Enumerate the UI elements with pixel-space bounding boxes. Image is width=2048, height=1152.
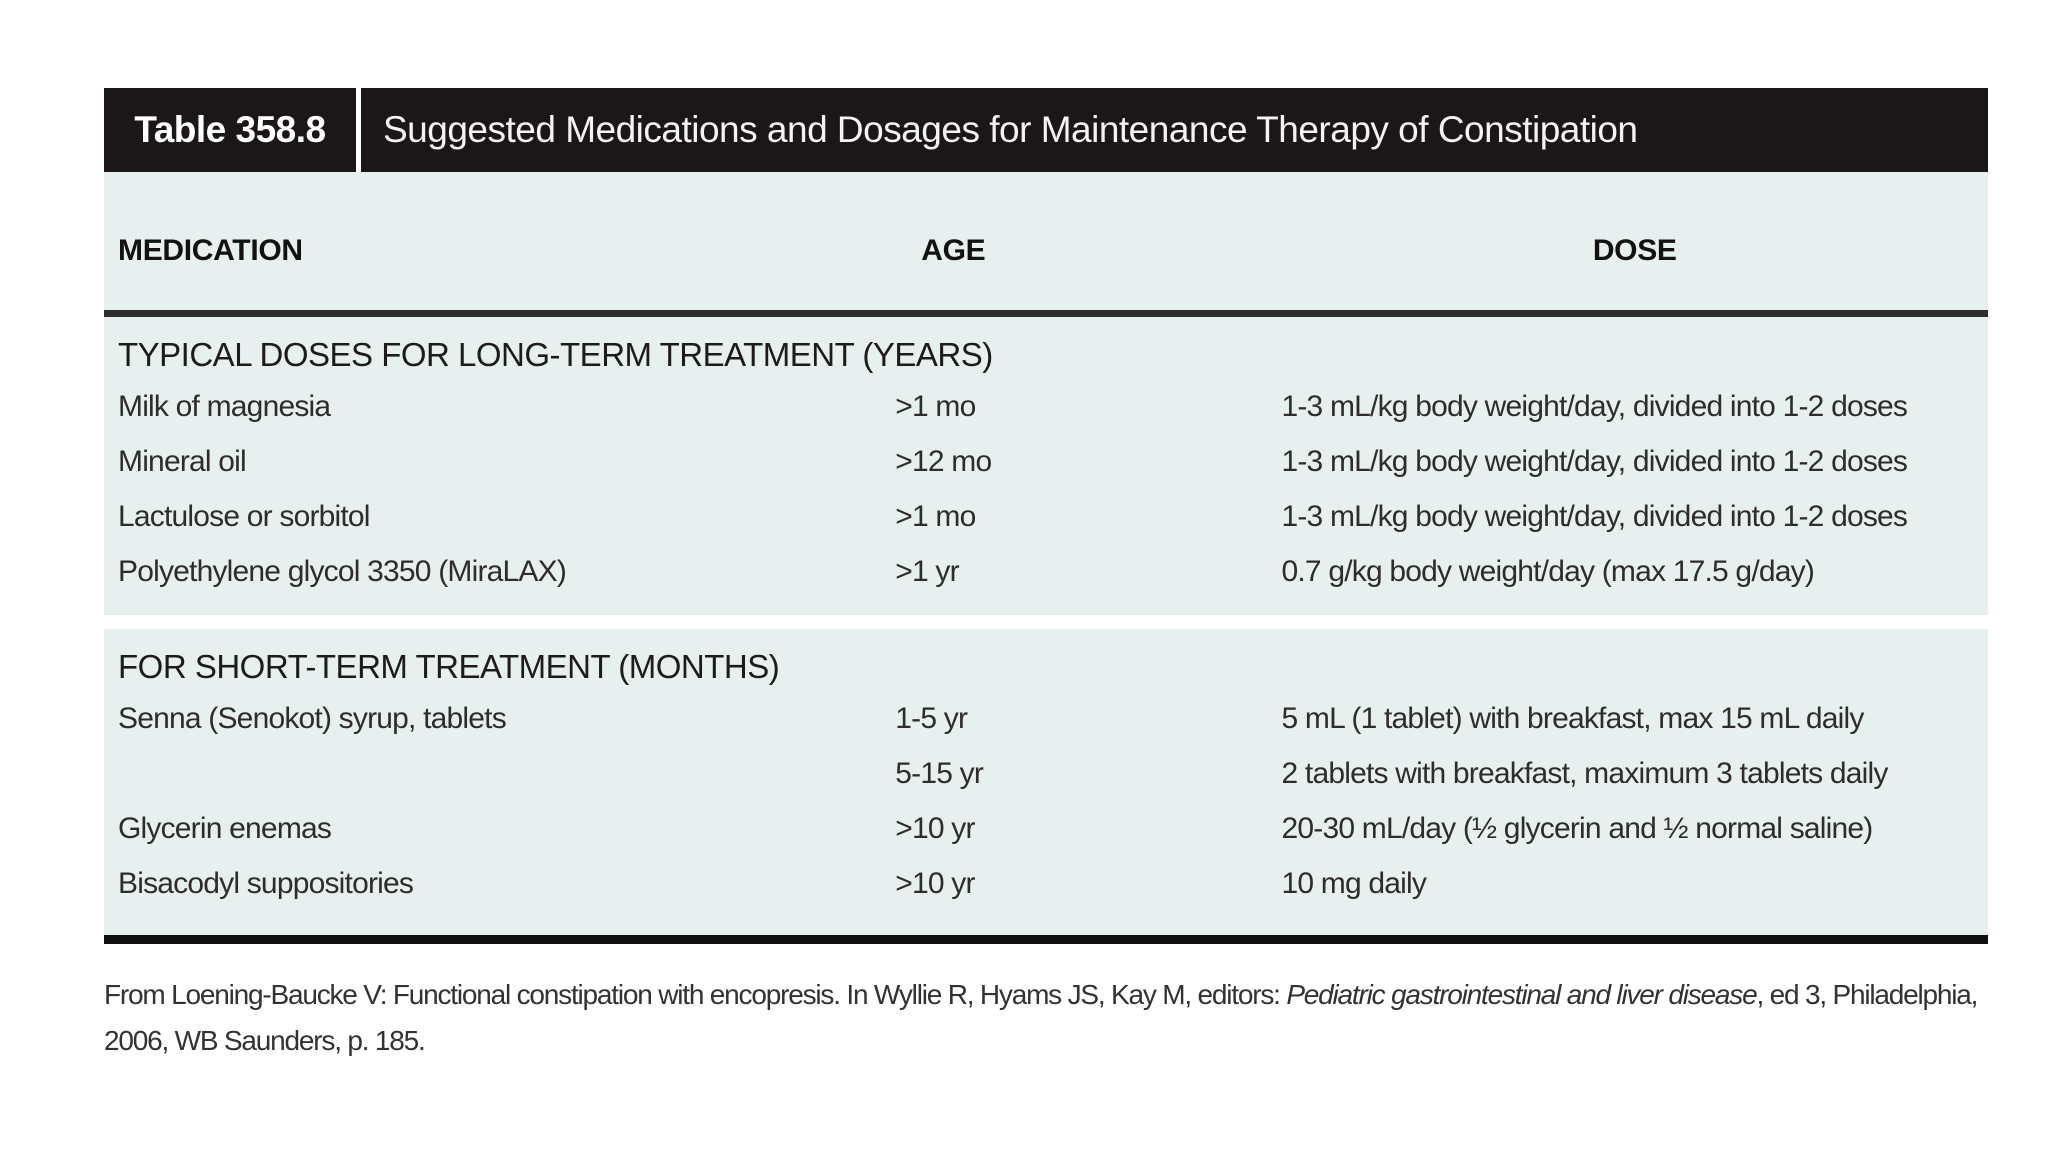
cell-dose: 1-3 mL/kg body weight/day, divided into … bbox=[1281, 445, 1908, 478]
table-row: Milk of magnesia >1 mo 1-3 mL/kg body weig… bbox=[104, 379, 1988, 434]
cell-dose: 0.7 g/kg body weight/day (max 17.5 g/day… bbox=[1281, 555, 1815, 588]
cell-medication: Lactulose or sorbitol bbox=[118, 500, 370, 533]
table-title: Suggested Medications and Dosages for Ma… bbox=[361, 88, 1988, 172]
table-section: FOR SHORT-TERM TREATMENT (MONTHS) Senna (… bbox=[104, 629, 1988, 935]
footer-citation: From Loening-Baucke V: Functional consti… bbox=[104, 972, 2034, 1064]
cell-medication: Mineral oil bbox=[118, 445, 247, 478]
cell-dose: 5 mL (1 tablet) with breakfast, max 15 m… bbox=[1281, 702, 1864, 735]
table-row: 5-15 yr 2 tablets with breakfast, maximum… bbox=[104, 746, 1988, 801]
column-header-dose: DOSE bbox=[1592, 234, 1677, 267]
medication-table: Table 358.8 Suggested Medications and Do… bbox=[104, 88, 1988, 944]
cell-age: 5-15 yr bbox=[895, 757, 984, 790]
cell-age: >12 mo bbox=[895, 445, 992, 478]
cell-age: >1 mo bbox=[895, 390, 976, 423]
table-number-label: Table 358.8 bbox=[104, 88, 356, 172]
table-title-bar: Table 358.8 Suggested Medications and Do… bbox=[104, 88, 1988, 172]
citation-text-suffix: , ed 3, Philadelphia, bbox=[1756, 979, 1978, 1010]
cell-medication: Senna (Senokot) syrup, tablets bbox=[118, 702, 507, 735]
cell-dose: 20-30 mL/day (½ glycerin and ½ normal sa… bbox=[1281, 812, 1873, 845]
cell-dose: 2 tablets with breakfast, maximum 3 tabl… bbox=[1281, 757, 1888, 790]
table-row: Mineral oil >12 mo 1-3 mL/kg body weight/d… bbox=[104, 434, 1988, 489]
cell-dose: 1-3 mL/kg body weight/day, divided into … bbox=[1281, 390, 1908, 423]
cell-age: >10 yr bbox=[895, 867, 975, 900]
cell-medication: Bisacodyl suppositories bbox=[118, 867, 414, 900]
section-heading: TYPICAL DOSES FOR LONG-TERM TREATMENT (Y… bbox=[118, 336, 993, 373]
cell-medication bbox=[104, 746, 895, 801]
table-row: Senna (Senokot) syrup, tablets 1-5 yr 5 mL… bbox=[104, 691, 1988, 746]
cell-medication: Milk of magnesia bbox=[118, 390, 331, 423]
cell-age: 1-5 yr bbox=[895, 702, 968, 735]
cell-age: >10 yr bbox=[895, 812, 975, 845]
cell-medication: Polyethylene glycol 3350 (MiraLAX) bbox=[118, 555, 567, 588]
table-row: Lactulose or sorbitol >1 mo 1-3 mL/kg body… bbox=[104, 489, 1988, 544]
table-row: Glycerin enemas >10 yr 20-30 mL/day (½ gly… bbox=[104, 801, 1988, 856]
cell-dose: 10 mg daily bbox=[1281, 867, 1427, 900]
citation-text-prefix: From Loening-Baucke V: Functional consti… bbox=[104, 979, 1287, 1010]
column-header-medication: MEDICATION bbox=[118, 234, 303, 267]
section-heading: FOR SHORT-TERM TREATMENT (MONTHS) bbox=[118, 648, 780, 685]
table-section: TYPICAL DOSES FOR LONG-TERM TREATMENT (Y… bbox=[104, 317, 1988, 615]
cell-age: >1 mo bbox=[895, 500, 976, 533]
table-sections: TYPICAL DOSES FOR LONG-TERM TREATMENT (Y… bbox=[104, 317, 1988, 935]
table-row: Polyethylene glycol 3350 (MiraLAX) >1 yr 0… bbox=[104, 544, 1988, 599]
column-header-row: MEDICATION AGE DOSE bbox=[104, 172, 1988, 317]
citation-book-title: Pediatric gastrointestinal and liver dis… bbox=[1286, 979, 1757, 1010]
table-row: Bisacodyl suppositories >10 yr 10 mg daily bbox=[104, 856, 1988, 911]
cell-dose: 1-3 mL/kg body weight/day, divided into … bbox=[1281, 500, 1908, 533]
table-bottom-rule bbox=[104, 935, 1988, 944]
column-header-age: AGE bbox=[921, 234, 986, 267]
citation-line2: 2006, WB Saunders, p. 185. bbox=[104, 1025, 426, 1056]
cell-age: >1 yr bbox=[895, 555, 959, 588]
cell-medication: Glycerin enemas bbox=[118, 812, 332, 845]
